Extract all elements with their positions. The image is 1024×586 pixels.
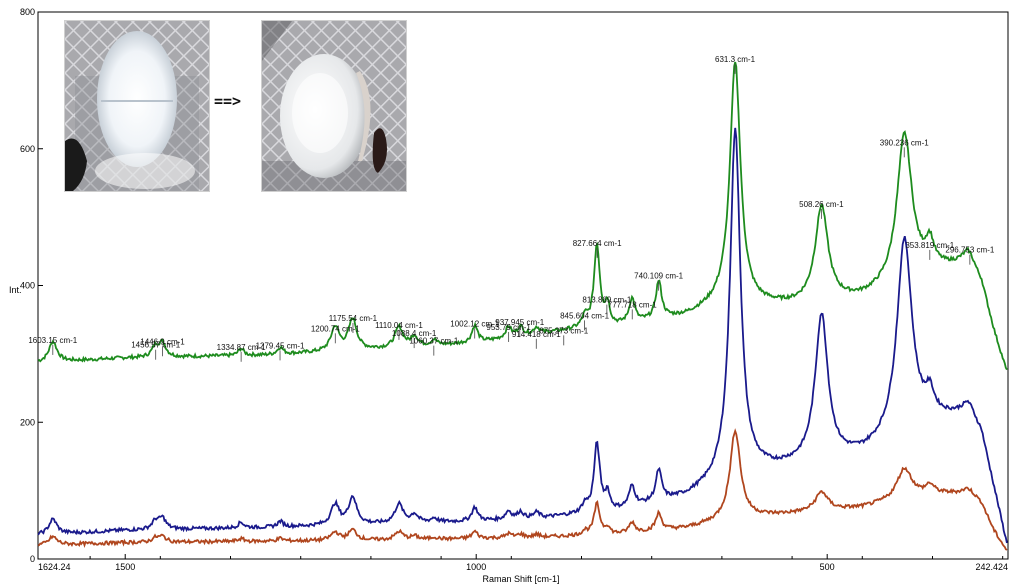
peak-label: 1088.4 cm-1 — [392, 329, 437, 338]
arrow-label: ==> — [214, 92, 242, 110]
y-tick-label: 400 — [20, 281, 35, 291]
x-axis-label: Raman Shift [cm-1] — [482, 574, 559, 584]
peak-label: 1060.37 cm-1 — [409, 337, 458, 346]
peak-label: 1603.15 cm-1 — [28, 336, 77, 345]
peak-label: 827.664 cm-1 — [573, 239, 622, 248]
tablet-after-photo — [261, 20, 407, 192]
y-tick-label: 600 — [20, 144, 35, 154]
tablet-before-photo — [64, 20, 210, 192]
peak-label: 1175.54 cm-1 — [329, 314, 378, 323]
x-limit-label: 1624.24 — [38, 562, 71, 572]
y-tick-label: 0 — [30, 554, 35, 564]
peak-label: 631.3 cm-1 — [715, 55, 756, 64]
x-tick-label: 1500 — [115, 562, 135, 572]
peak-label: 1334.87 cm-1 — [217, 343, 266, 352]
y-tick-label: 800 — [20, 7, 35, 17]
peak-label: 1279.45 cm-1 — [256, 341, 305, 350]
peak-label: 845.604 cm-1 — [560, 311, 609, 320]
peak-label: 740.109 cm-1 — [634, 272, 683, 281]
peak-label: 953.79 cm-1 — [486, 323, 531, 332]
peak-label: 1200.74 cm-1 — [311, 324, 360, 333]
peak-label: 508.26 cm-1 — [799, 200, 844, 209]
x-tick-label: 500 — [820, 562, 835, 572]
peak-label: 937.945 cm-1 — [495, 318, 544, 327]
peak-label: 875.273 cm-1 — [539, 326, 588, 335]
peak-label: 777.718 cm-1 — [608, 300, 657, 309]
peak-label: 390.236 cm-1 — [880, 138, 929, 147]
x-limit-label: 242.424 — [975, 562, 1008, 572]
spectrum-line-2 — [37, 127, 1008, 544]
peak-label: 1446.9 cm-1 — [140, 337, 185, 346]
y-tick-label: 200 — [20, 417, 35, 427]
peak-label: 353.819 cm-1 — [905, 241, 954, 250]
spectrum-line-3 — [37, 428, 1008, 551]
peak-label: 296.753 cm-1 — [945, 246, 994, 255]
peak-label: 1002.12 cm-1 — [450, 320, 499, 329]
peak-label: 813.869 cm-1 — [582, 296, 631, 305]
peak-label: 1456.57 cm-1 — [131, 341, 180, 350]
peak-label: 1110.04 cm-1 — [375, 321, 423, 330]
spectrum-line-1 — [37, 61, 1008, 371]
peak-label: 914.418 cm-1 — [512, 330, 561, 339]
x-tick-label: 1000 — [466, 562, 486, 572]
y-axis-label: Int. — [9, 285, 22, 295]
